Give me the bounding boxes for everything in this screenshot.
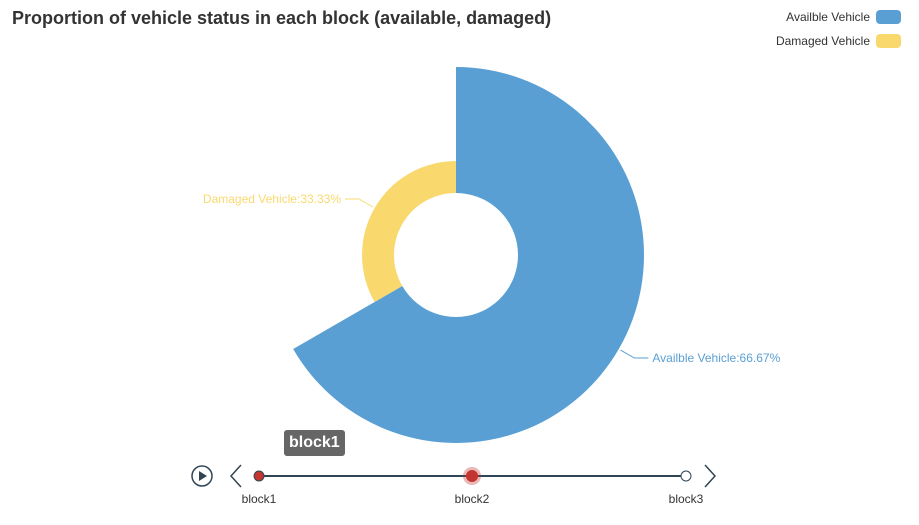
leader-line-available bbox=[620, 349, 649, 359]
legend-swatch-damaged bbox=[876, 34, 901, 48]
timeline-node-block2[interactable] bbox=[466, 470, 478, 482]
chart-title: Proportion of vehicle status in each blo… bbox=[12, 8, 552, 28]
legend: Availble Vehicle Damaged Vehicle bbox=[776, 8, 901, 56]
timeline-tooltip: block1 bbox=[284, 430, 345, 456]
slice-damaged[interactable] bbox=[362, 161, 456, 302]
timeline-node-block3[interactable] bbox=[680, 470, 692, 482]
slice-label-available: Availble Vehicle:66.67% bbox=[652, 351, 780, 365]
leader-line-damaged bbox=[345, 198, 374, 208]
legend-label-damaged: Damaged Vehicle bbox=[775, 34, 870, 48]
slice-label-damaged: Damaged Vehicle:33.33% bbox=[203, 192, 341, 206]
timeline-label-block2[interactable]: block2 bbox=[455, 492, 490, 506]
play-button-ring bbox=[191, 465, 213, 487]
play-button[interactable] bbox=[191, 465, 213, 487]
timeline-node-block1[interactable] bbox=[253, 470, 265, 482]
prev-arrow-icon[interactable] bbox=[229, 464, 242, 488]
legend-item-available[interactable]: Availble Vehicle bbox=[776, 8, 901, 26]
timeline-label-block1[interactable]: block1 bbox=[242, 492, 277, 506]
play-icon bbox=[199, 471, 207, 481]
timeline-label-block3[interactable]: block3 bbox=[669, 492, 704, 506]
legend-swatch-available bbox=[876, 10, 901, 24]
legend-label-available: Availble Vehicle bbox=[786, 10, 870, 24]
legend-item-damaged[interactable]: Damaged Vehicle bbox=[776, 32, 901, 50]
slice-available[interactable] bbox=[293, 67, 644, 443]
next-arrow-icon[interactable] bbox=[704, 464, 717, 488]
